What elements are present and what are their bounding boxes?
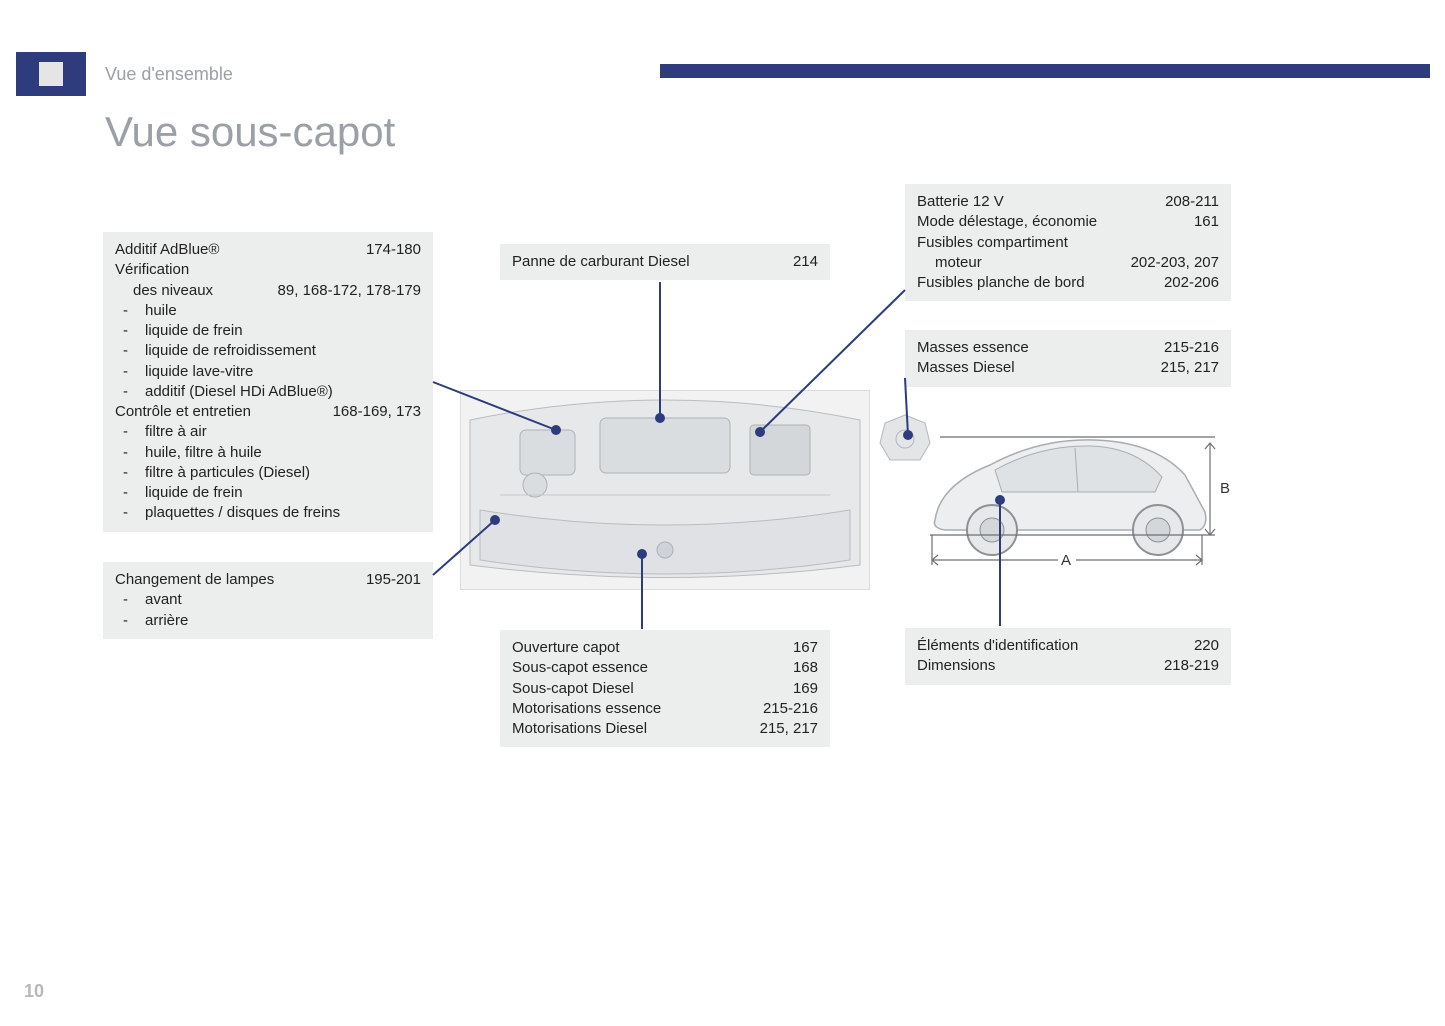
pages: 215, 217	[1151, 358, 1219, 378]
header-rule	[660, 64, 1430, 78]
list-item: liquide de frein	[115, 483, 421, 503]
list-item: liquide de frein	[115, 321, 421, 341]
engine-illustration	[460, 390, 870, 590]
pages: 208-211	[1155, 192, 1219, 212]
page-title: Vue sous-capot	[105, 108, 395, 156]
list-item: filtre à particules (Diesel)	[115, 463, 421, 483]
pages: 169	[783, 679, 818, 699]
pages: 215, 217	[750, 719, 818, 739]
text: Éléments d'identification	[917, 636, 1184, 656]
text: Contrôle et entretien	[115, 402, 323, 422]
text: Sous-capot essence	[512, 658, 783, 678]
header-tab-marker	[39, 62, 63, 86]
text: des niveaux	[115, 281, 268, 301]
pages: 214	[783, 252, 818, 272]
dim-a-label: A	[1061, 552, 1071, 569]
pages: 202-203, 207	[1121, 253, 1219, 273]
pages: 220	[1184, 636, 1219, 656]
box-capot: Ouverture capot167 Sous-capot essence168…	[500, 630, 830, 747]
text: Batterie 12 V	[917, 192, 1155, 212]
section-label: Vue d'ensemble	[105, 64, 233, 85]
text: Vérification	[115, 260, 421, 280]
list-item: additif (Diesel HDi AdBlue®)	[115, 382, 421, 402]
box-masses: Masses essence215-216 Masses Diesel215, …	[905, 330, 1231, 387]
box-additif: Additif AdBlue®174-180 Vérification des …	[103, 232, 433, 532]
box-carburant: Panne de carburant Diesel214	[500, 244, 830, 280]
text: Masses Diesel	[917, 358, 1151, 378]
list-item: huile, filtre à huile	[115, 443, 421, 463]
checklist: avant arrière	[115, 590, 421, 631]
pages: 168	[783, 658, 818, 678]
pages: 215-216	[1154, 338, 1219, 358]
pages: 161	[1184, 212, 1219, 232]
pages: 202-206	[1154, 273, 1219, 293]
box-batterie: Batterie 12 V208-211 Mode délestage, éco…	[905, 184, 1231, 301]
text: Ouverture capot	[512, 638, 783, 658]
dim-b-label: B	[1220, 480, 1230, 497]
pages: 195-201	[356, 570, 421, 590]
box-lampes: Changement de lampes195-201 avant arrièr…	[103, 562, 433, 639]
pages: 215-216	[753, 699, 818, 719]
text: Dimensions	[917, 656, 1154, 676]
text: Fusibles compartiment	[917, 233, 1219, 253]
text: Motorisations Diesel	[512, 719, 750, 739]
list-item: liquide lave-vitre	[115, 362, 421, 382]
pages: 89, 168-172, 178-179	[268, 281, 421, 301]
text: Fusibles planche de bord	[917, 273, 1154, 293]
page-number: 10	[24, 981, 44, 1002]
text: Masses essence	[917, 338, 1154, 358]
text: Additif AdBlue®	[115, 240, 356, 260]
text: Mode délestage, économie	[917, 212, 1184, 232]
list-item: plaquettes / disques de freins	[115, 503, 421, 523]
list-item: liquide de refroidissement	[115, 341, 421, 361]
text: Sous-capot Diesel	[512, 679, 783, 699]
pages: 174-180	[356, 240, 421, 260]
pages: 167	[783, 638, 818, 658]
header-tab	[16, 52, 86, 96]
box-identification: Éléments d'identification220 Dimensions2…	[905, 628, 1231, 685]
car-illustration: B A	[860, 405, 1230, 595]
pages: 168-169, 173	[323, 402, 421, 422]
pages: 218-219	[1154, 656, 1219, 676]
list-item: huile	[115, 301, 421, 321]
text: moteur	[917, 253, 1121, 273]
list-item: avant	[115, 590, 421, 610]
list-item: filtre à air	[115, 422, 421, 442]
text: Changement de lampes	[115, 570, 356, 590]
text: Panne de carburant Diesel	[512, 252, 783, 272]
text: Motorisations essence	[512, 699, 753, 719]
checklist: filtre à air huile, filtre à huile filtr…	[115, 422, 421, 523]
list-item: arrière	[115, 611, 421, 631]
checklist: huile liquide de frein liquide de refroi…	[115, 301, 421, 402]
